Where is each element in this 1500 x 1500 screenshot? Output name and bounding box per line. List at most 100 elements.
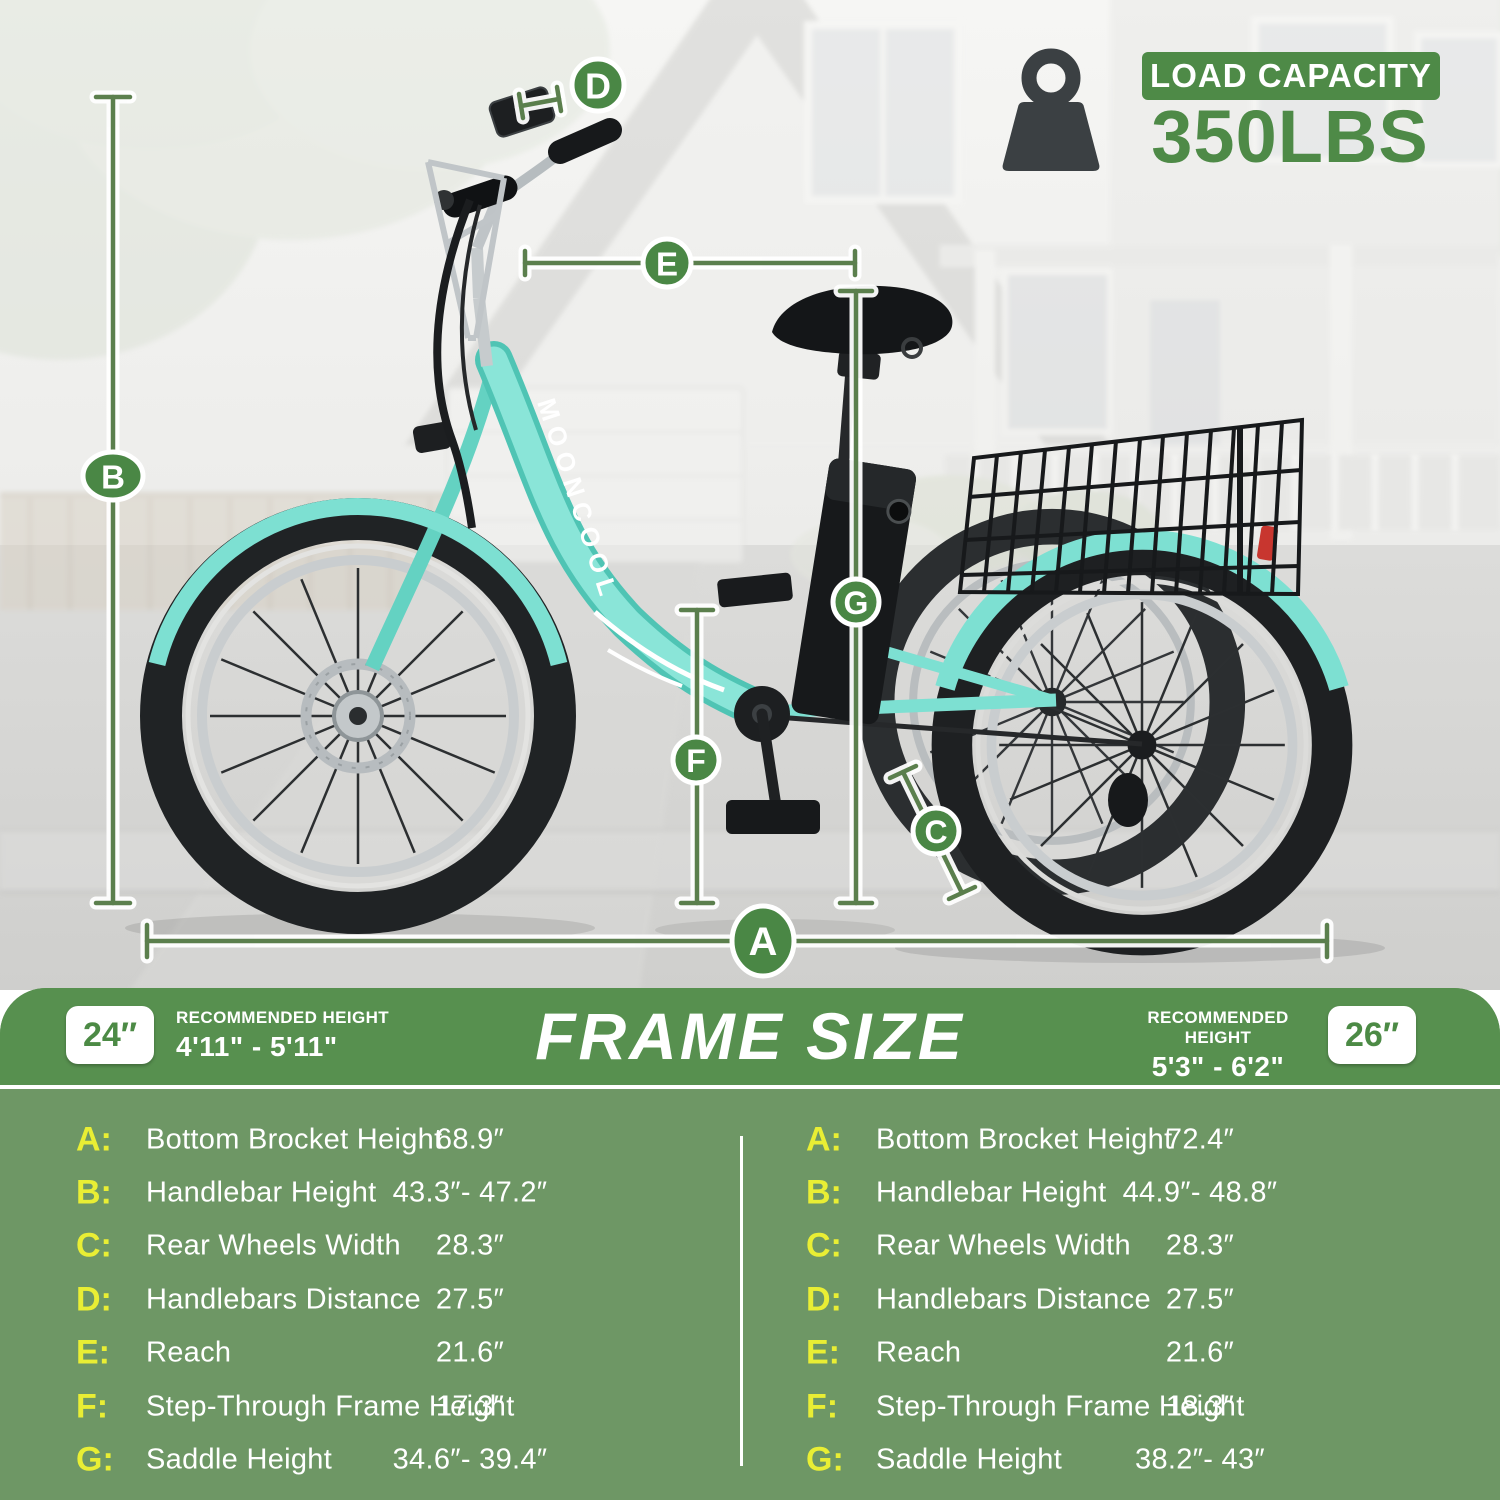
spec-value: 27.5″: [435, 1283, 505, 1316]
marker-f: F: [670, 734, 722, 786]
spec-letter: B:: [806, 1173, 842, 1212]
spec-letter: B:: [76, 1173, 112, 1212]
rear-fender: [935, 529, 1349, 691]
marker-g: G: [830, 576, 882, 628]
marker-e: E: [640, 236, 694, 290]
spec-letter: G:: [76, 1440, 114, 1479]
spec-table-24: A: Bottom Brocket Height 68.9″ B: Handlebar …: [40, 1113, 740, 1487]
frame-size-panel: 24″ RECOMMENDED HEIGHT 4'11" - 5'11" FRA…: [0, 988, 1500, 1500]
spec-letter: F:: [76, 1387, 109, 1426]
spec-row: B: Handlebar Height 44.9″- 48.8″: [770, 1166, 1470, 1219]
spec-label: Step-Through Frame Height: [146, 1390, 515, 1423]
spec-label: Bottom Brocket Height: [876, 1123, 1173, 1156]
spec-value: 18.3″: [1165, 1390, 1235, 1423]
spec-value: 44.9″- 48.8″: [1122, 1176, 1278, 1209]
marker-b: B: [80, 449, 146, 503]
spec-value: 38.2″- 43″: [1135, 1443, 1265, 1476]
spec-row: G: Saddle Height 38.2″- 43″: [770, 1433, 1470, 1486]
front-wheel: [140, 498, 576, 934]
spec-value: 72.4″: [1165, 1123, 1235, 1156]
recommended-height-left: RECOMMENDED HEIGHT 4'11" - 5'11": [176, 1008, 389, 1063]
spec-label: Rear Wheels Width: [146, 1229, 401, 1262]
spec-label: Reach: [146, 1336, 232, 1369]
svg-text:B: B: [101, 459, 125, 496]
spec-letter: C:: [806, 1226, 842, 1265]
column-divider: [740, 1136, 743, 1466]
recommended-height-label: RECOMMENDED HEIGHT: [1147, 1008, 1289, 1047]
spec-letter: A:: [806, 1120, 842, 1159]
spec-row: G: Saddle Height 34.6″- 39.4″: [40, 1433, 740, 1486]
spec-row: E: Reach 21.6″: [770, 1327, 1470, 1380]
spec-row: A: Bottom Brocket Height 72.4″: [770, 1113, 1470, 1166]
spec-row: C: Rear Wheels Width 28.3″: [40, 1220, 740, 1273]
svg-text:C: C: [924, 814, 947, 850]
svg-text:G: G: [844, 585, 869, 621]
wheel-size-chip-24: 24″: [66, 1006, 154, 1064]
spec-row: D: Handlebars Distance 27.5″: [40, 1273, 740, 1326]
spec-label: Saddle Height: [876, 1443, 1063, 1476]
spec-letter: F:: [806, 1387, 839, 1426]
photo-scene: MOONCOOL: [0, 0, 1500, 990]
spec-label: Handlebar Height: [876, 1176, 1107, 1209]
load-capacity-value: 350LBS: [1151, 95, 1429, 178]
spec-value: 28.3″: [1165, 1229, 1235, 1262]
brake-cable: [433, 198, 476, 529]
svg-text:F: F: [686, 743, 706, 779]
spec-label: Reach: [876, 1336, 962, 1369]
spec-label: Handlebars Distance: [146, 1283, 421, 1316]
spec-label: Handlebars Distance: [876, 1283, 1151, 1316]
recommended-height-value: 4'11" - 5'11": [176, 1031, 338, 1062]
recommended-height-value: 5'3" - 6'2": [1151, 1051, 1285, 1082]
spec-value: 43.3″- 47.2″: [392, 1176, 548, 1209]
spec-label: Handlebar Height: [146, 1176, 377, 1209]
spec-letter: A:: [76, 1120, 112, 1159]
spec-value: 21.6″: [1165, 1336, 1235, 1369]
marker-a: A: [729, 903, 797, 979]
frame-size-title: FRAME SIZE: [535, 999, 965, 1073]
recommended-height-right: RECOMMENDED HEIGHT 5'3" - 6'2": [1120, 1008, 1316, 1083]
tricycle-illustration: MOONCOOL: [125, 86, 1385, 963]
spec-label: Step-Through Frame Height: [876, 1390, 1245, 1423]
spec-row: C: Rear Wheels Width 28.3″: [770, 1220, 1470, 1273]
pedal-up: [717, 572, 793, 608]
cargo-basket: [957, 417, 1305, 597]
spec-row: B: Handlebar Height 43.3″- 47.2″: [40, 1166, 740, 1219]
spec-row: E: Reach 21.6″: [40, 1327, 740, 1380]
frame-size-header: [0, 988, 1500, 1085]
spec-label: Bottom Brocket Height: [146, 1123, 443, 1156]
dimension-annotations: D E B G F C A: [80, 56, 1334, 979]
svg-text:D: D: [585, 66, 611, 107]
spec-letter: G:: [806, 1440, 844, 1479]
spec-row: D: Handlebars Distance 27.5″: [770, 1273, 1470, 1326]
spec-letter: E:: [806, 1333, 840, 1372]
spec-row: F: Step-Through Frame Height 17.3″: [40, 1380, 740, 1433]
pedal-crank: [726, 686, 820, 834]
spec-value: 34.6″- 39.4″: [392, 1443, 548, 1476]
wheel-size-chip-26: 26″: [1328, 1006, 1416, 1064]
derailleur: [1108, 773, 1148, 827]
svg-text:E: E: [656, 246, 678, 283]
recommended-height-label: RECOMMENDED HEIGHT: [176, 1008, 390, 1027]
spec-value: 17.3″: [435, 1390, 505, 1423]
spec-letter: D:: [806, 1280, 842, 1319]
spec-value: 27.5″: [1165, 1283, 1235, 1316]
spec-row: F: Step-Through Frame Height 18.3″: [770, 1380, 1470, 1433]
spec-row: A: Bottom Brocket Height 68.9″: [40, 1113, 740, 1166]
spec-label: Saddle Height: [146, 1443, 333, 1476]
spec-table-26: A: Bottom Brocket Height 72.4″ B: Handlebar …: [770, 1113, 1470, 1487]
front-fender: [148, 497, 568, 667]
spec-value: 21.6″: [435, 1336, 505, 1369]
spec-letter: D:: [76, 1280, 112, 1319]
weight-icon: [1002, 48, 1100, 171]
dimension-line-d: [516, 84, 564, 121]
spec-label: Rear Wheels Width: [876, 1229, 1131, 1262]
headlight: [412, 422, 452, 453]
spec-letter: C:: [76, 1226, 112, 1265]
spec-letter: E:: [76, 1333, 110, 1372]
spec-value: 68.9″: [435, 1123, 505, 1156]
marker-c: C: [910, 805, 962, 857]
header-separator: [0, 1085, 1500, 1089]
spec-value: 28.3″: [435, 1229, 505, 1262]
svg-text:A: A: [749, 920, 778, 964]
